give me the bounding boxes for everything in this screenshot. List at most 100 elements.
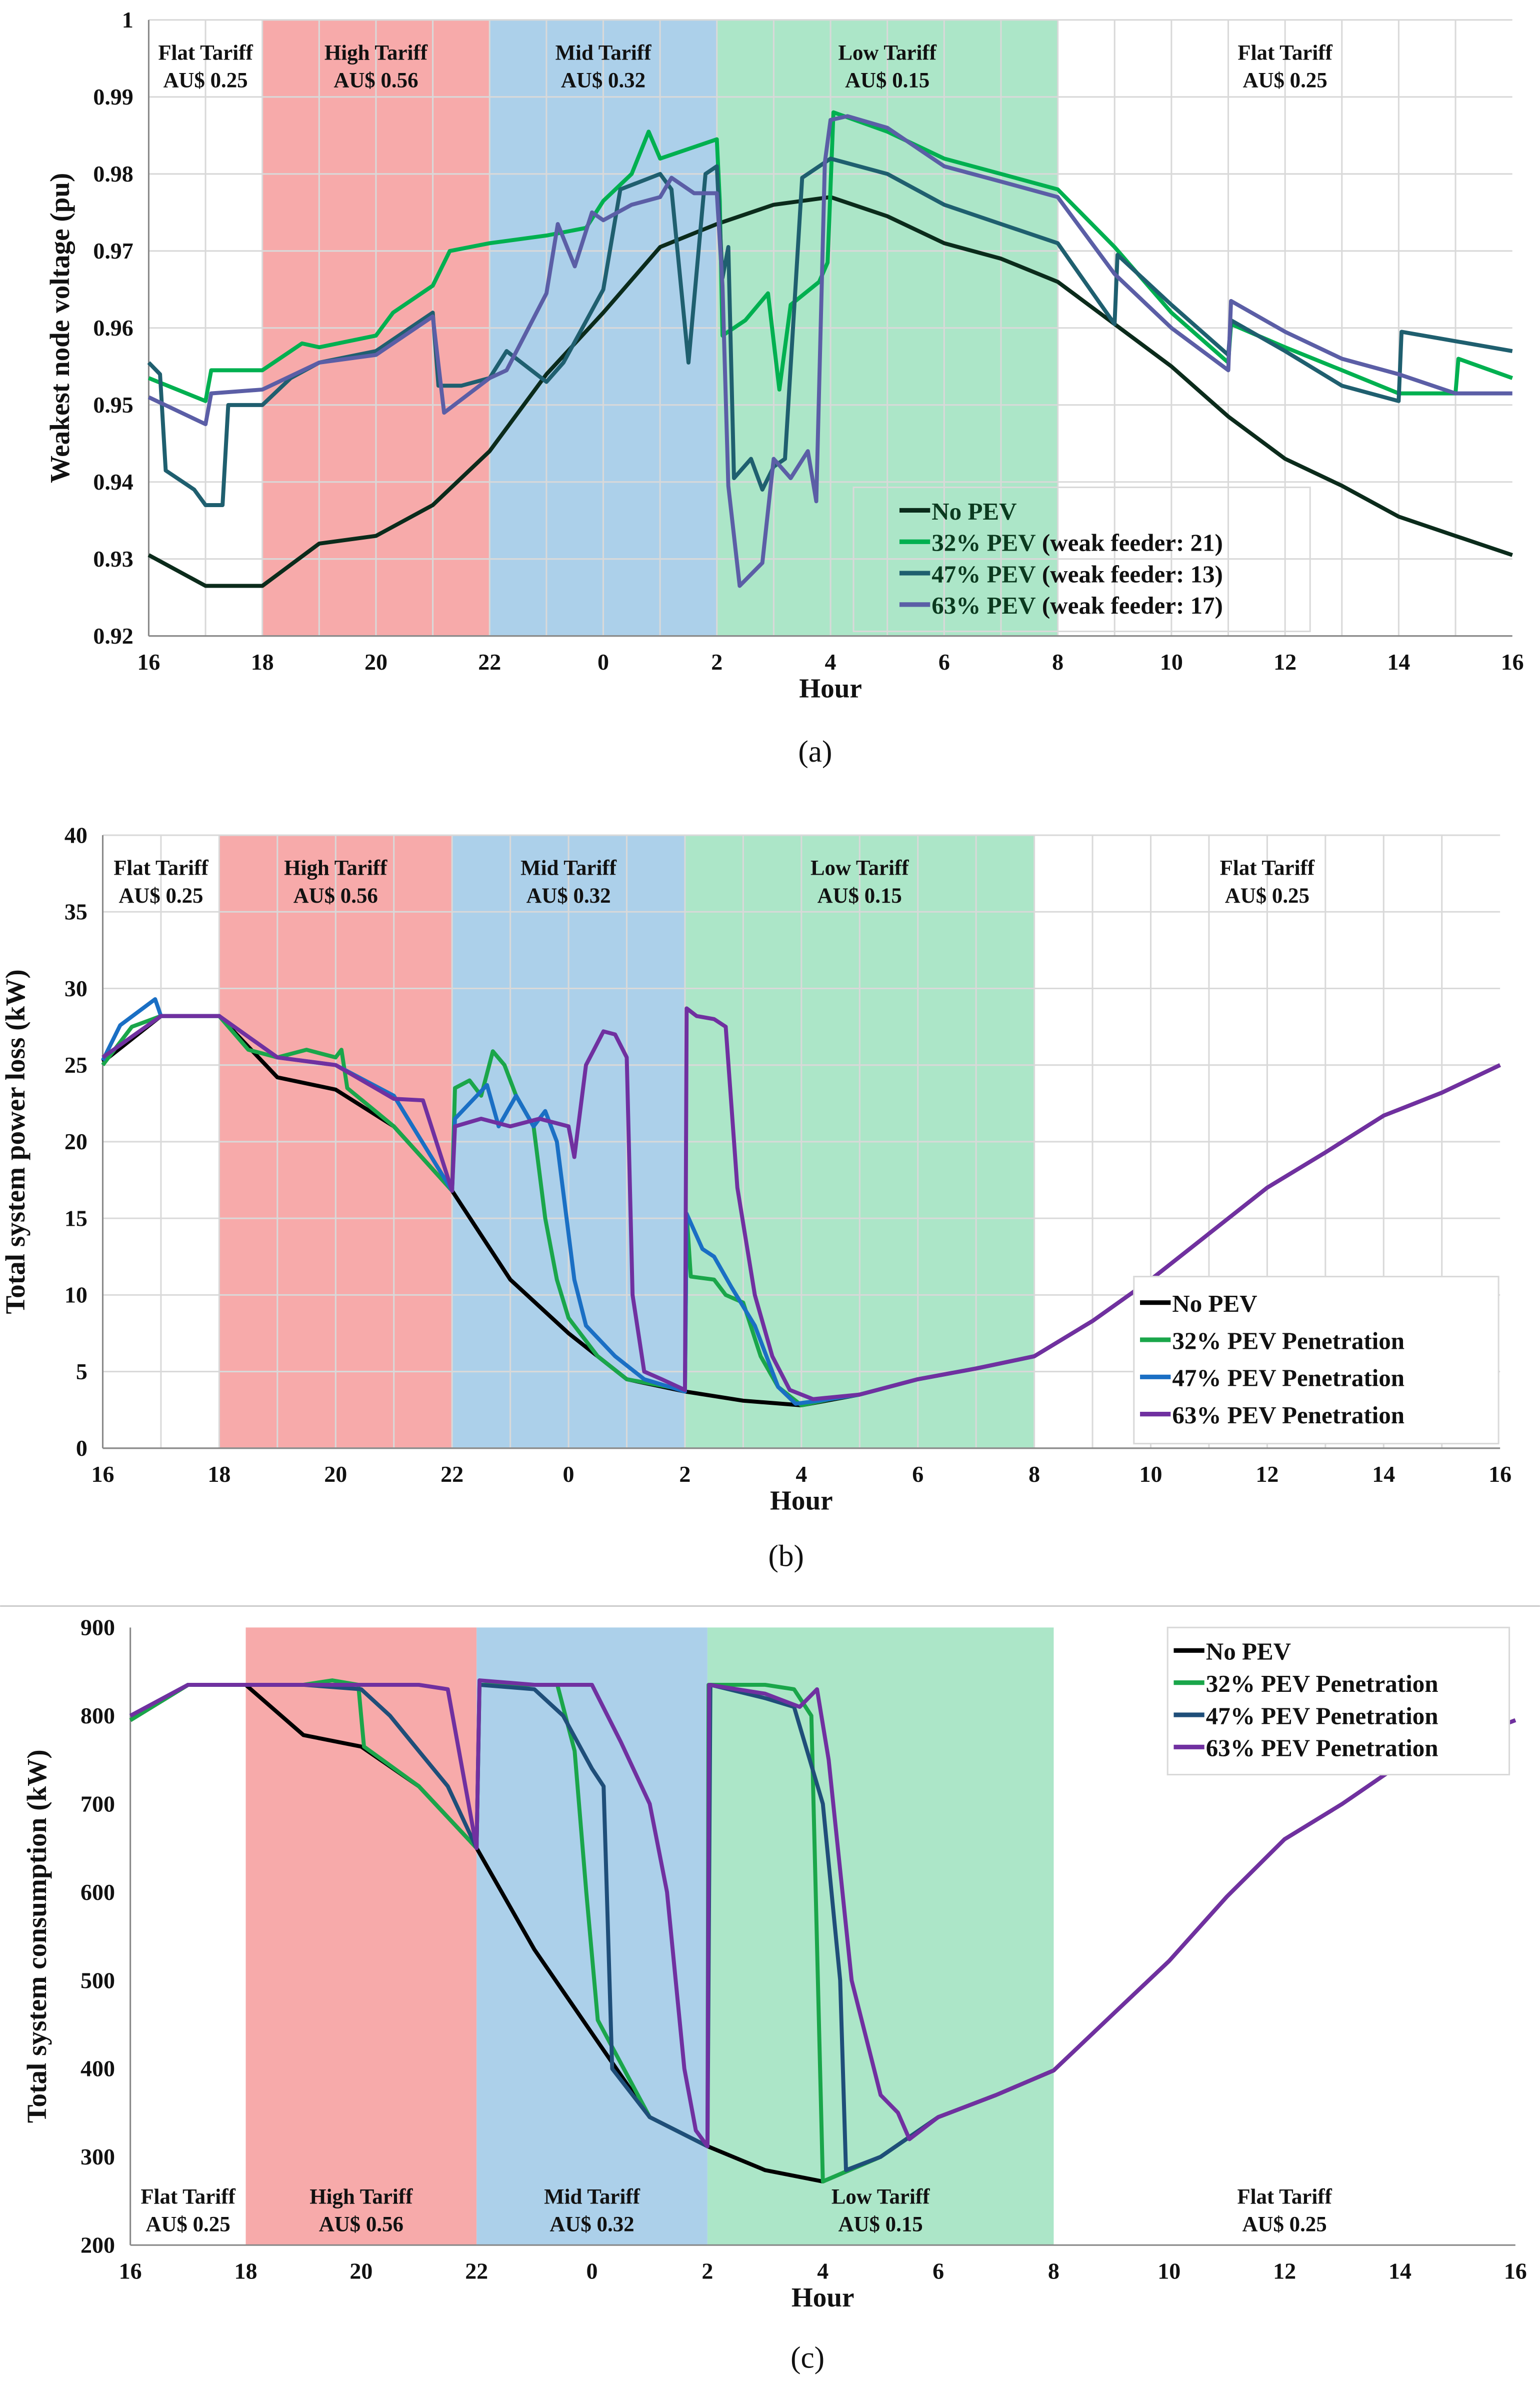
tariff-price: AU$ 0.15 [838,2213,923,2236]
y-axis-title: Weakest node voltage (pu) [44,173,75,483]
legend-label: 47% PEV (weak feeder: 13) [932,560,1223,588]
tariff-price: AU$ 0.32 [526,884,610,908]
x-tick-label: 16 [119,2258,142,2284]
legend-label: 47% PEV Penetration [1172,1364,1404,1392]
x-tick-label: 16 [1488,1461,1512,1487]
legend-label: 47% PEV Penetration [1206,1702,1438,1729]
x-tick-label: 20 [364,649,388,675]
y-tick-label: 5 [76,1359,88,1384]
x-tick-label: 14 [1372,1461,1395,1487]
y-tick-label: 10 [64,1282,88,1308]
y-tick-label: 0.98 [93,161,133,187]
x-axis-title: Hour [799,673,862,703]
y-tick-label: 20 [64,1129,88,1154]
legend-label-extra: (weak feeder: 17) [1042,592,1223,619]
x-tick-label: 0 [598,649,609,675]
x-tick-label: 2 [711,649,722,675]
tariff-price: AU$ 0.15 [845,69,930,93]
legend-box [1166,1626,1510,1776]
x-tick-label: 8 [1052,649,1064,675]
x-tick-label: 12 [1274,649,1296,675]
y-tick-label: 0.92 [93,623,133,649]
x-tick-label: 16 [137,649,160,675]
legend-label: 32% PEV (weak feeder: 21) [932,529,1223,557]
tariff-label: Mid Tariff [520,857,617,880]
caption: (a) [798,735,832,769]
tariff-label: High Tariff [324,42,428,65]
x-tick-label: 12 [1256,1461,1278,1487]
legend-box [852,486,1311,633]
tariff-label: Flat Tariff [158,42,253,65]
y-tick-label: 0 [76,1435,88,1461]
x-tick-label: 4 [825,649,836,675]
tariff-label: Low Tariff [838,42,936,65]
tariff-price: AU$ 0.32 [550,2213,634,2236]
tariff-price: AU$ 0.25 [1225,884,1310,908]
x-tick-label: 10 [1140,1461,1162,1487]
x-tick-label: 20 [350,2258,372,2284]
y-tick-label: 0.95 [93,392,133,418]
tariff-band [707,1627,1054,2245]
tariff-label: Flat Tariff [114,857,208,880]
x-tick-label: 10 [1160,649,1183,675]
x-tick-label: 8 [1028,1461,1040,1487]
tariff-price: AU$ 0.15 [818,884,902,908]
tariff-label: Flat Tariff [140,2185,236,2209]
legend-label-extra: (weak feeder: 13) [1042,560,1223,588]
x-axis-title: Hour [770,1485,833,1515]
legend-label: No PEV [1206,1638,1291,1665]
legend-label: 32% PEV Penetration [1206,1670,1438,1697]
x-axis-title: Hour [792,2282,854,2312]
chart-a: Flat Tariff AU$ 0.25 High Tariff AU$ 0.56 Mi… [44,7,1524,769]
x-tick-label: 16 [1504,2258,1527,2284]
x-tick-label: 22 [478,649,501,675]
x-tick-label: 2 [679,1461,690,1487]
y-tick-label: 0.93 [93,546,133,572]
tariff-price: AU$ 0.56 [294,884,378,908]
tariff-price: AU$ 0.56 [319,2213,404,2236]
y-tick-label: 25 [64,1052,88,1078]
y-tick-label: 0.94 [93,469,133,495]
tariff-label: Mid Tariff [556,42,652,65]
y-tick-label: 40 [64,822,88,848]
caption: (b) [768,1539,804,1573]
legend-label: 63% PEV Penetration [1172,1401,1404,1429]
x-tick-label: 12 [1273,2258,1296,2284]
y-tick-label: 35 [64,899,88,925]
tariff-price: AU$ 0.25 [1242,2213,1327,2236]
x-tick-label: 14 [1388,2258,1412,2284]
tariff-label: High Tariff [284,857,388,880]
tariff-label: Flat Tariff [1238,42,1332,65]
tariff-label: Low Tariff [832,2185,930,2209]
legend-box [1133,1276,1500,1445]
tariff-price: AU$ 0.25 [1243,69,1328,93]
tariff-label: High Tariff [310,2185,413,2209]
series-line [147,157,1513,507]
legend-label: No PEV [932,498,1016,525]
tariff-price: AU$ 0.25 [146,2213,230,2236]
tariff-price: AU$ 0.25 [118,884,203,908]
y-tick-label: 0.99 [93,84,133,110]
caption: (c) [790,2340,824,2374]
y-tick-label: 600 [80,1879,115,1905]
x-tick-label: 0 [563,1461,574,1487]
legend-label-extra: (weak feeder: 21) [1042,529,1223,557]
x-tick-label: 6 [932,2258,944,2284]
series-line [148,114,1512,588]
legend-label: 63% PEV (weak feeder: 17) [932,592,1223,619]
legend-label: 32% PEV Penetration [1172,1327,1404,1354]
x-tick-label: 20 [324,1461,347,1487]
chart-c: Flat Tariff AU$ 0.25 High Tariff AU$ 0.56 Mi… [22,1615,1527,2375]
series-line [129,1678,1516,2148]
tariff-label: Mid Tariff [544,2185,640,2209]
legend-label: No PEV [1172,1290,1257,1317]
y-tick-label: 0.96 [93,315,133,341]
y-tick-label: 200 [80,2232,115,2258]
y-tick-label: 500 [80,1967,115,1993]
y-tick-label: 0.97 [93,238,133,264]
x-tick-label: 2 [702,2258,713,2284]
series-line [102,1006,1501,1401]
tariff-label: Flat Tariff [1237,2185,1332,2209]
x-tick-label: 4 [817,2258,828,2284]
